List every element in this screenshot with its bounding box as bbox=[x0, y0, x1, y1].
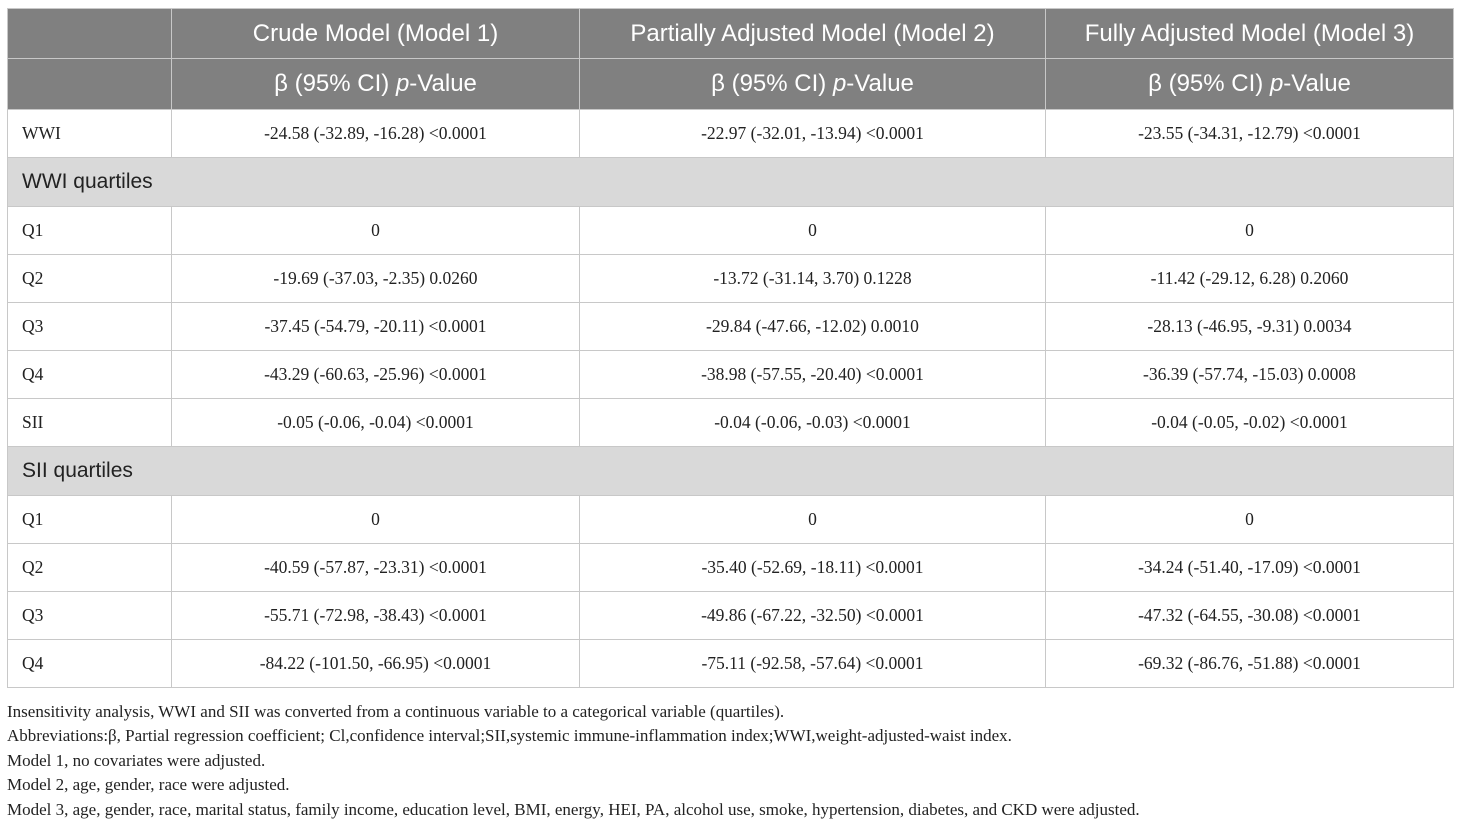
row-label: Q2 bbox=[7, 254, 172, 303]
cell-model1: -40.59 (-57.87, -23.31) <0.0001 bbox=[171, 543, 580, 592]
footnote-model1: Model 1, no covariates were adjusted. bbox=[7, 750, 266, 770]
cell-model3: -0.04 (-0.05, -0.02) <0.0001 bbox=[1045, 398, 1454, 447]
header-stat-model2: β (95% CI) p-Value bbox=[579, 58, 1046, 110]
section-row-sii-quartiles: SII quartiles bbox=[7, 446, 1454, 496]
row-label: Q3 bbox=[7, 591, 172, 640]
row-label: Q2 bbox=[7, 543, 172, 592]
cell-model3: 0 bbox=[1045, 206, 1454, 255]
cell-model2: -49.86 (-67.22, -32.50) <0.0001 bbox=[579, 591, 1046, 640]
table-row-sii-q3: Q3 -55.71 (-72.98, -38.43) <0.0001 -49.8… bbox=[7, 591, 1454, 640]
footnote-abbreviations: Abbreviations:β, Partial regression coef… bbox=[7, 726, 1012, 746]
stat-value: -Value bbox=[846, 70, 914, 97]
row-label: Q4 bbox=[7, 639, 172, 688]
row-label: SII bbox=[7, 398, 172, 447]
table-row-wwi-q1: Q1 0 0 0 bbox=[7, 206, 1454, 255]
stat-value: -Value bbox=[1283, 70, 1351, 97]
footnote-sensitivity: Insensitivity analysis, WWI and SII was … bbox=[7, 702, 785, 721]
table-row-sii-q4: Q4 -84.22 (-101.50, -66.95) <0.0001 -75.… bbox=[7, 639, 1454, 688]
table-row-wwi-q2: Q2 -19.69 (-37.03, -2.35) 0.0260 -13.72 … bbox=[7, 254, 1454, 303]
cell-model2: -22.97 (-32.01, -13.94) <0.0001 bbox=[579, 109, 1046, 158]
stat-beta: β (95% CI) bbox=[711, 70, 833, 97]
table-row-sii: SII -0.05 (-0.06, -0.04) <0.0001 -0.04 (… bbox=[7, 398, 1454, 447]
cell-model1: -24.58 (-32.89, -16.28) <0.0001 bbox=[171, 109, 580, 158]
cell-model2: -0.04 (-0.06, -0.03) <0.0001 bbox=[579, 398, 1046, 447]
regression-table: Crude Model (Model 1) Partially Adjusted… bbox=[7, 8, 1454, 688]
cell-model2: -13.72 (-31.14, 3.70) 0.1228 bbox=[579, 254, 1046, 303]
table-row-wwi: WWI -24.58 (-32.89, -16.28) <0.0001 -22.… bbox=[7, 109, 1454, 158]
cell-model1: 0 bbox=[171, 206, 580, 255]
stat-beta: β (95% CI) bbox=[274, 70, 396, 97]
cell-model1: -19.69 (-37.03, -2.35) 0.0260 bbox=[171, 254, 580, 303]
cell-model1: 0 bbox=[171, 495, 580, 544]
header-empty-cell bbox=[7, 8, 172, 59]
cell-model3: 0 bbox=[1045, 495, 1454, 544]
header-model2: Partially Adjusted Model (Model 2) bbox=[579, 8, 1046, 59]
footnote-model3: Model 3, age, gender, race, marital stat… bbox=[7, 799, 1140, 819]
cell-model1: -37.45 (-54.79, -20.11) <0.0001 bbox=[171, 302, 580, 351]
cell-model3: -23.55 (-34.31, -12.79) <0.0001 bbox=[1045, 109, 1454, 158]
cell-model3: -47.32 (-64.55, -30.08) <0.0001 bbox=[1045, 591, 1454, 640]
header-empty-cell-2 bbox=[7, 58, 172, 110]
stat-value: -Value bbox=[409, 70, 477, 97]
header-stat-model1: β (95% CI) p-Value bbox=[171, 58, 580, 110]
footnote-model2: Model 2, age, gender, race were adjusted… bbox=[7, 775, 290, 795]
cell-model3: -69.32 (-86.76, -51.88) <0.0001 bbox=[1045, 639, 1454, 688]
table-row-sii-q2: Q2 -40.59 (-57.87, -23.31) <0.0001 -35.4… bbox=[7, 543, 1454, 592]
row-label: Q4 bbox=[7, 350, 172, 399]
row-label: Q1 bbox=[7, 206, 172, 255]
header-stat-model3: β (95% CI) p-Value bbox=[1045, 58, 1454, 110]
cell-model2: -38.98 (-57.55, -20.40) <0.0001 bbox=[579, 350, 1046, 399]
cell-model3: -28.13 (-46.95, -9.31) 0.0034 bbox=[1045, 302, 1454, 351]
cell-model1: -55.71 (-72.98, -38.43) <0.0001 bbox=[171, 591, 580, 640]
stat-p: p bbox=[832, 70, 847, 97]
section-row-wwi-quartiles: WWI quartiles bbox=[7, 157, 1454, 207]
cell-model3: -36.39 (-57.74, -15.03) 0.0008 bbox=[1045, 350, 1454, 399]
cell-model2: -35.40 (-52.69, -18.11) <0.0001 bbox=[579, 543, 1046, 592]
regression-table-container: Crude Model (Model 1) Partially Adjusted… bbox=[7, 8, 1454, 688]
cell-model3: -11.42 (-29.12, 6.28) 0.2060 bbox=[1045, 254, 1454, 303]
section-label: WWI quartiles bbox=[7, 157, 1454, 207]
row-label: Q3 bbox=[7, 302, 172, 351]
row-label: Q1 bbox=[7, 495, 172, 544]
header-row-stats: β (95% CI) p-Value β (95% CI) p-Value β … bbox=[7, 58, 1454, 110]
stat-p: p bbox=[1269, 70, 1284, 97]
cell-model1: -43.29 (-60.63, -25.96) <0.0001 bbox=[171, 350, 580, 399]
table-row-sii-q1: Q1 0 0 0 bbox=[7, 495, 1454, 544]
section-label: SII quartiles bbox=[7, 446, 1454, 496]
cell-model2: -75.11 (-92.58, -57.64) <0.0001 bbox=[579, 639, 1046, 688]
stat-p: p bbox=[395, 70, 410, 97]
cell-model2: -29.84 (-47.66, -12.02) 0.0010 bbox=[579, 302, 1046, 351]
header-model3: Fully Adjusted Model (Model 3) bbox=[1045, 8, 1454, 59]
table-row-wwi-q4: Q4 -43.29 (-60.63, -25.96) <0.0001 -38.9… bbox=[7, 350, 1454, 399]
cell-model2: 0 bbox=[579, 206, 1046, 255]
table-row-wwi-q3: Q3 -37.45 (-54.79, -20.11) <0.0001 -29.8… bbox=[7, 302, 1454, 351]
table-footnotes: Insensitivity analysis, WWI and SII was … bbox=[7, 700, 1453, 822]
cell-model3: -34.24 (-51.40, -17.09) <0.0001 bbox=[1045, 543, 1454, 592]
cell-model2: 0 bbox=[579, 495, 1046, 544]
header-model1: Crude Model (Model 1) bbox=[171, 8, 580, 59]
cell-model1: -84.22 (-101.50, -66.95) <0.0001 bbox=[171, 639, 580, 688]
row-label: WWI bbox=[7, 109, 172, 158]
stat-beta: β (95% CI) bbox=[1148, 70, 1270, 97]
cell-model1: -0.05 (-0.06, -0.04) <0.0001 bbox=[171, 398, 580, 447]
header-row-models: Crude Model (Model 1) Partially Adjusted… bbox=[7, 8, 1454, 59]
